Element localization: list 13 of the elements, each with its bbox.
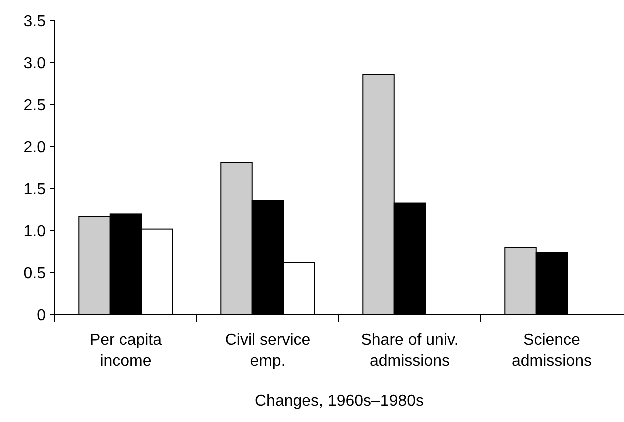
y-tick-label: 3.0 — [24, 56, 46, 73]
y-tick-label: 3.5 — [24, 14, 46, 31]
x-tick-label: Per capita income — [90, 332, 162, 370]
x-tick-label: Share of univ. admissions — [361, 332, 459, 370]
y-tick-label: 2.0 — [24, 140, 46, 157]
x-tick-label: Civil service emp. — [225, 332, 311, 370]
y-tick-label: 0.5 — [24, 266, 46, 283]
y-tick-label: 1.0 — [24, 224, 46, 241]
y-tick-label: 2.5 — [24, 98, 46, 115]
y-tick-label: 0 — [37, 308, 46, 325]
x-axis-title: Changes, 1960s–1980s — [254, 393, 424, 410]
y-tick-label: 1.5 — [24, 182, 46, 199]
x-tick-label: Science admissions — [512, 332, 592, 370]
